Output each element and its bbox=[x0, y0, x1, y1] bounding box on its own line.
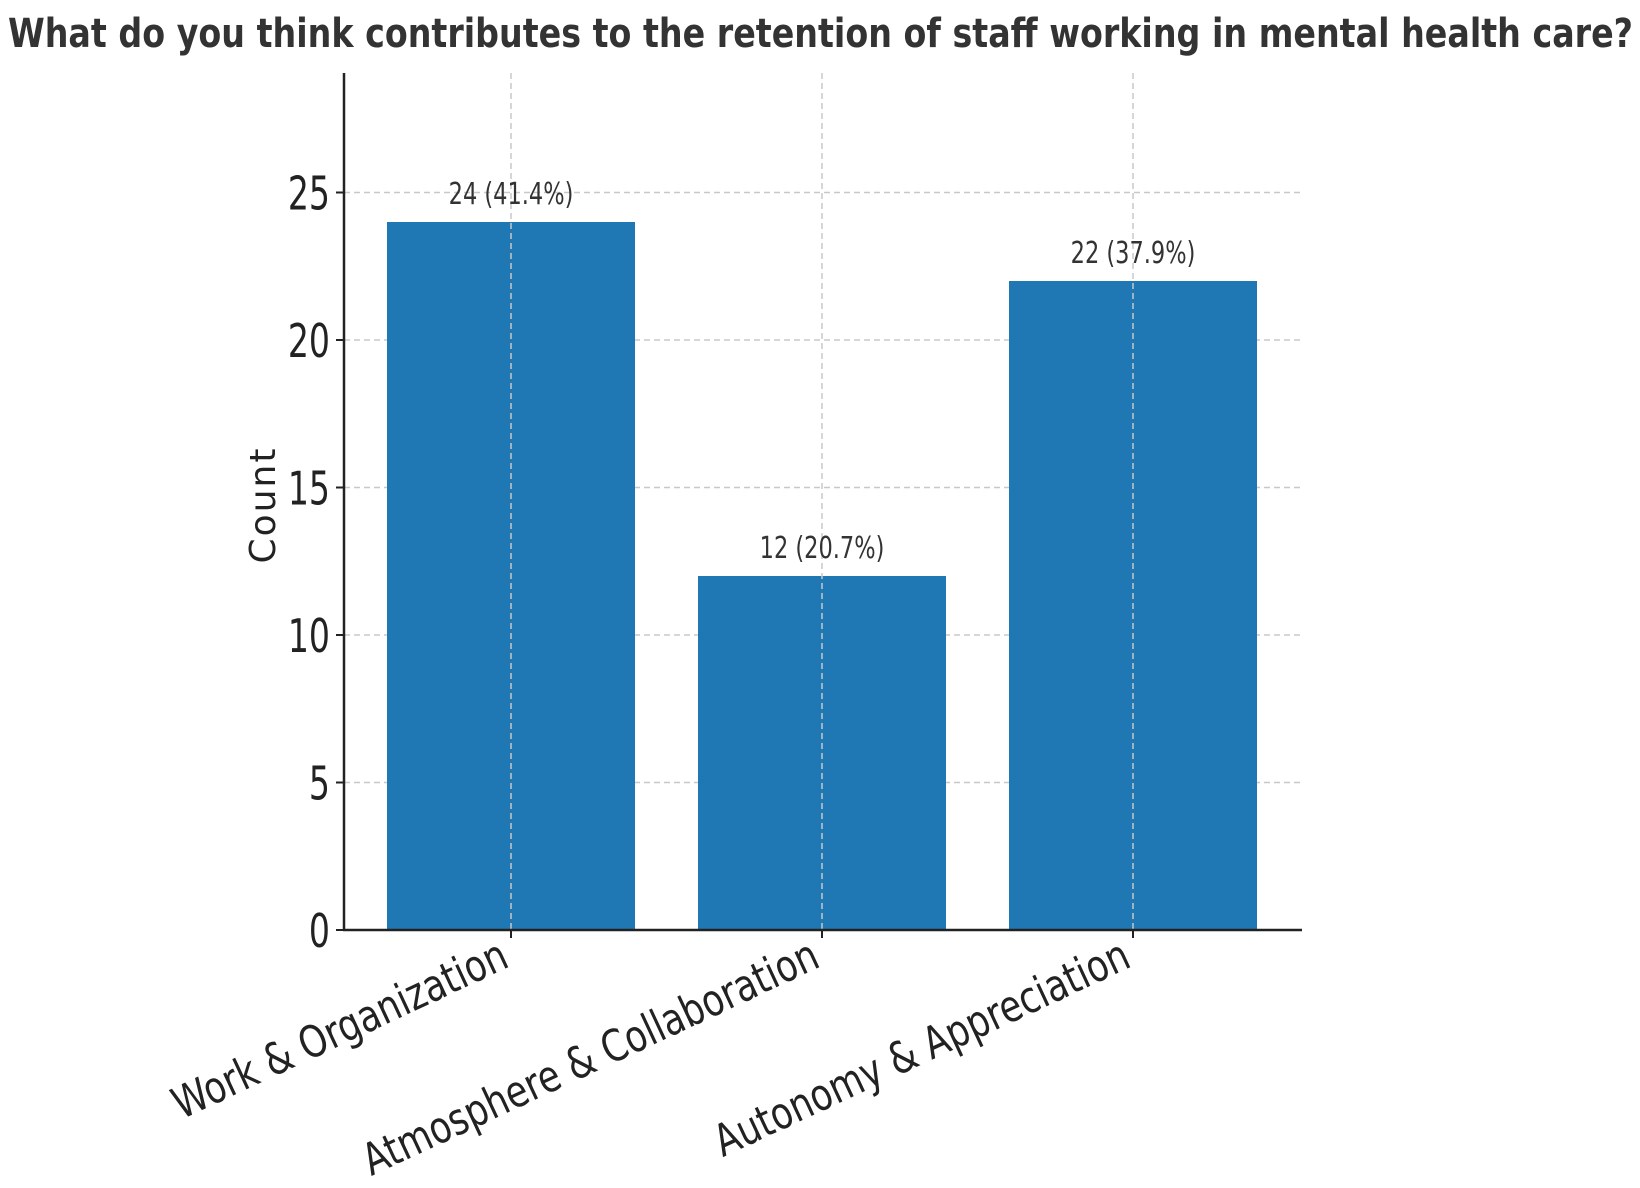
data-label: 12 (20.7%) bbox=[760, 531, 885, 566]
y-tick-label: 15 bbox=[288, 463, 330, 516]
y-tick-label: 0 bbox=[309, 906, 330, 959]
data-label: 24 (41.4%) bbox=[449, 177, 574, 212]
y-axis-label: Count bbox=[243, 447, 284, 564]
y-tick-label: 5 bbox=[309, 758, 330, 811]
y-tick-label: 25 bbox=[288, 168, 330, 221]
y-tick-label: 10 bbox=[288, 611, 330, 664]
data-label: 22 (37.9%) bbox=[1071, 236, 1196, 271]
chart-title: What do you think contributes to the ret… bbox=[8, 11, 1633, 57]
data-labels: 24 (41.4%) 12 (20.7%) 22 (37.9%) bbox=[449, 177, 1196, 566]
vertical-gridlines bbox=[510, 73, 1134, 930]
y-tick-label: 20 bbox=[288, 316, 330, 369]
y-ticks: 0 5 10 15 20 25 bbox=[288, 168, 344, 958]
